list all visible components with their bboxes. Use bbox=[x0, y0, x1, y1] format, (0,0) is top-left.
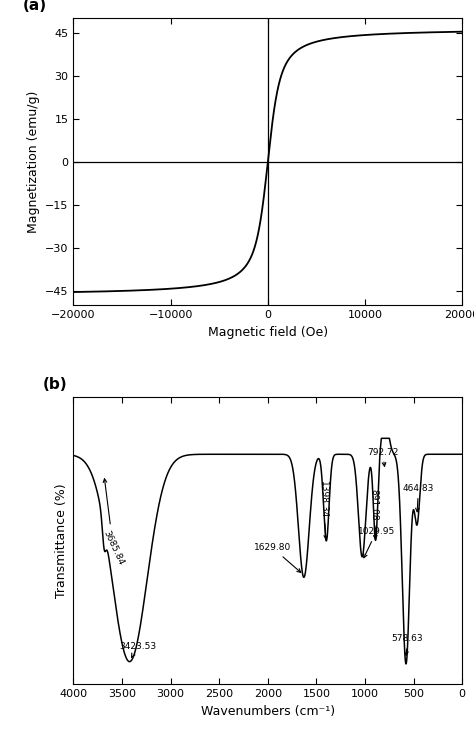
Text: 1398.34: 1398.34 bbox=[319, 481, 328, 539]
Text: 3423.53: 3423.53 bbox=[119, 643, 156, 657]
Text: 578.63: 578.63 bbox=[392, 635, 423, 655]
Text: (b): (b) bbox=[42, 376, 67, 392]
Text: 1629.80: 1629.80 bbox=[254, 543, 301, 572]
X-axis label: Wavenumbers (cm⁻¹): Wavenumbers (cm⁻¹) bbox=[201, 705, 335, 718]
Y-axis label: Magnetization (emu/g): Magnetization (emu/g) bbox=[27, 91, 39, 233]
Text: (a): (a) bbox=[23, 0, 47, 12]
Text: 792.72: 792.72 bbox=[367, 447, 398, 466]
Y-axis label: Transmittance (%): Transmittance (%) bbox=[55, 484, 68, 598]
Text: 3685.84: 3685.84 bbox=[101, 479, 125, 567]
Text: 891.08: 891.08 bbox=[370, 489, 379, 539]
X-axis label: Magnetic field (Oe): Magnetic field (Oe) bbox=[208, 326, 328, 339]
Text: 464.83: 464.83 bbox=[403, 484, 434, 512]
Text: 1029.95: 1029.95 bbox=[358, 527, 395, 558]
